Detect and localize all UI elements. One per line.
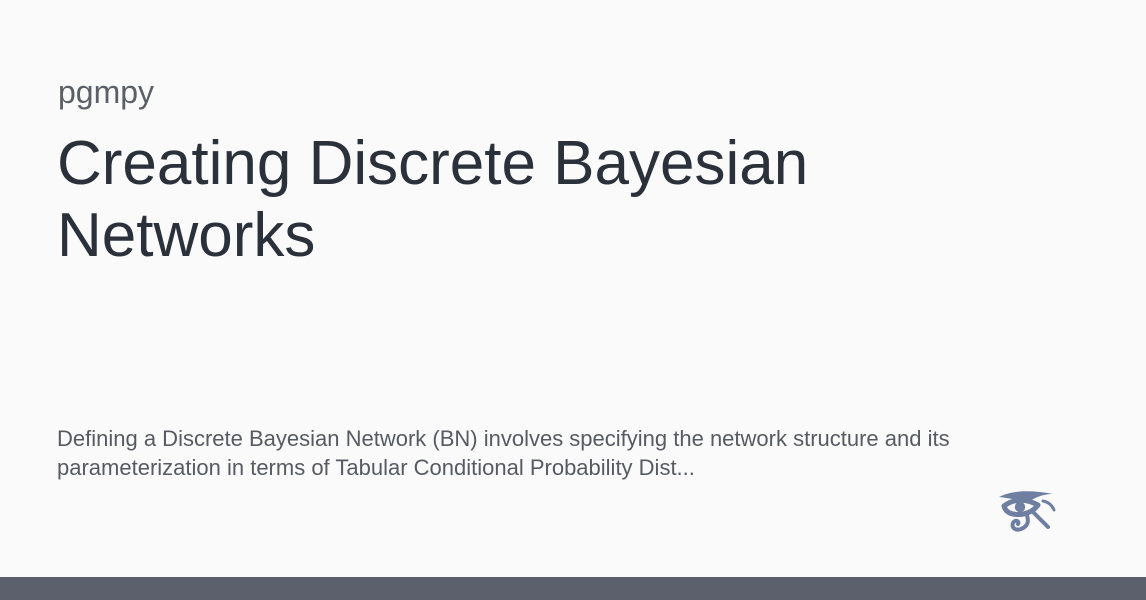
footer-bar — [0, 577, 1146, 600]
eye-of-horus-icon — [996, 489, 1056, 533]
page-title: Creating Discrete Bayesian Networks — [57, 129, 809, 270]
site-name: pgmpy — [58, 74, 155, 110]
preview-card: pgmpy Creating Discrete Bayesian Network… — [57, 74, 1056, 533]
page-description: Defining a Discrete Bayesian Network (BN… — [57, 426, 950, 480]
